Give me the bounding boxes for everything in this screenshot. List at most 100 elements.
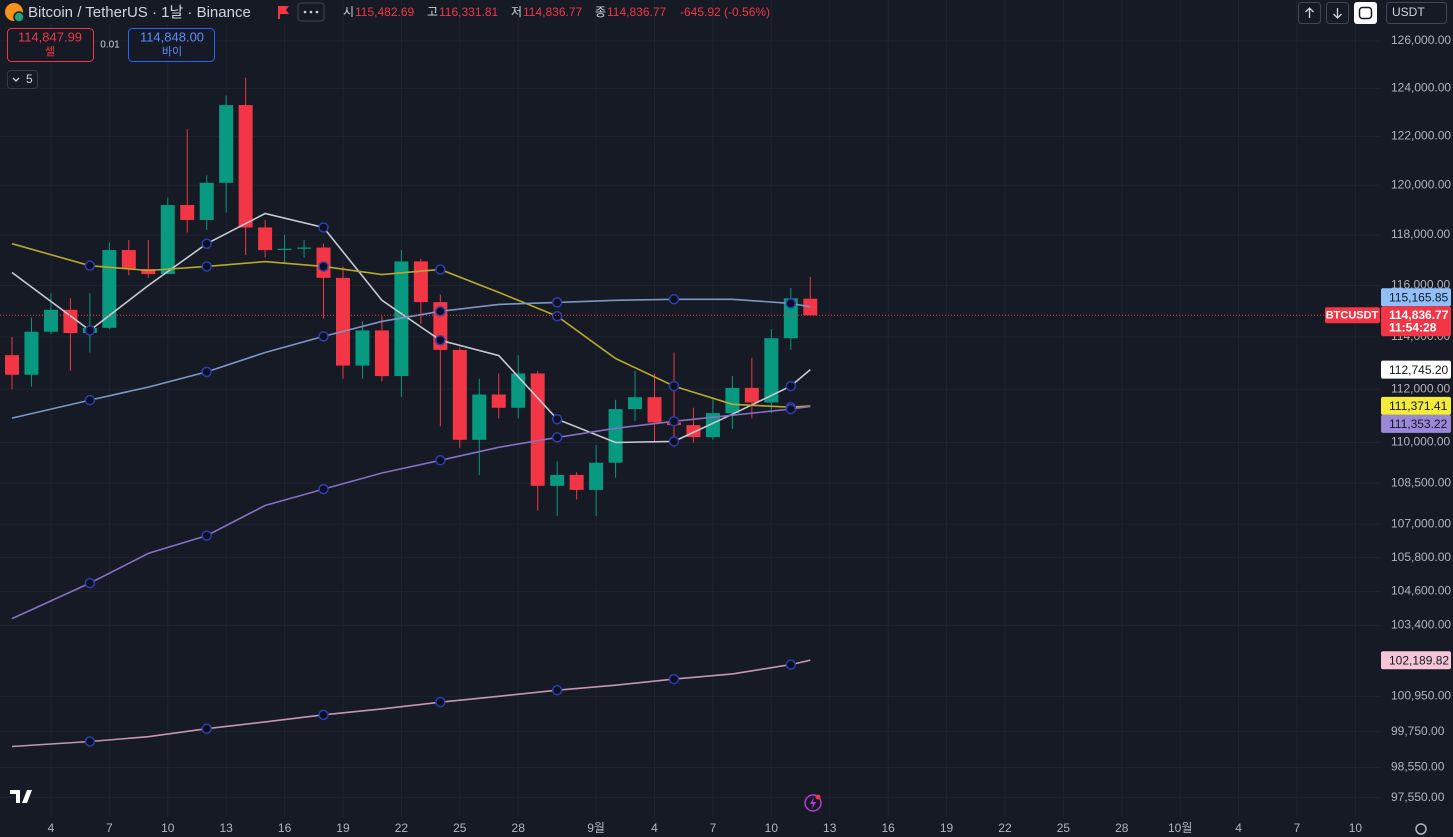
y-tick-label: 99,750.00 <box>1391 724 1445 738</box>
price-tag <box>1381 288 1451 307</box>
candle-body <box>569 474 584 490</box>
ma-marker <box>785 298 797 309</box>
ohlc-value: 114,836.77 <box>523 5 582 19</box>
candle-body <box>238 105 253 228</box>
arrow-up-icon <box>1305 7 1314 18</box>
symbol-tag <box>1325 307 1380 324</box>
ma-marker <box>318 331 329 342</box>
y-tick-label: 104,600.00 <box>1391 583 1451 597</box>
lightning-button[interactable] <box>804 794 822 812</box>
price-tag <box>1381 651 1451 670</box>
arrow-down-icon <box>1333 8 1342 19</box>
x-tick-label: 10 <box>161 821 175 835</box>
x-tick-label: 16 <box>278 821 292 835</box>
candle-body <box>121 250 136 269</box>
candle-body <box>413 261 428 303</box>
x-tick-label: 22 <box>395 821 409 835</box>
fullscreen-button[interactable] <box>1354 2 1377 24</box>
dot <box>315 10 319 14</box>
x-tick-label: 28 <box>1115 821 1129 835</box>
ma-marker <box>435 455 446 466</box>
ma-marker <box>84 577 96 589</box>
price-tag-label: 112,745.20 <box>1389 363 1448 377</box>
flag-icon[interactable] <box>278 6 289 19</box>
candle-body <box>258 227 273 251</box>
x-tick-label: 19 <box>940 821 954 835</box>
coin-icon-quote <box>13 11 25 23</box>
dot <box>303 10 307 14</box>
candle-body <box>491 394 506 408</box>
y-tick-label: 107,000.00 <box>1391 516 1451 530</box>
ma-marker <box>551 310 563 322</box>
x-tick-label: 28 <box>512 821 526 835</box>
ma-marker <box>668 380 680 392</box>
notify-dot <box>815 794 821 800</box>
y-tick-label: 98,550.00 <box>1391 760 1445 774</box>
x-tick-label: 25 <box>453 821 467 835</box>
ohlc-value: 114,836.77 <box>607 5 666 19</box>
ma-marker <box>668 416 680 427</box>
ma-marker <box>201 261 212 272</box>
candle-body <box>608 409 623 463</box>
x-tick-label: 4 <box>1235 821 1242 835</box>
x-tick-label: 7 <box>106 821 113 835</box>
ma-marker <box>668 673 680 685</box>
currency-select[interactable] <box>1386 2 1447 24</box>
ma-marker <box>84 325 96 336</box>
y-tick-label: 103,400.00 <box>1391 618 1451 632</box>
price-tag-label: 111,371.41 <box>1389 399 1448 413</box>
ma-marker <box>201 530 212 541</box>
ma-marker <box>435 306 446 317</box>
x-tick-label: 7 <box>1294 821 1301 835</box>
buy-price: 114,848.00 <box>140 29 204 44</box>
y-tick-label: 97,550.00 <box>1391 790 1445 804</box>
ohlc-label: 저 <box>511 5 522 19</box>
y-tick-label: 110,000.00 <box>1391 435 1450 449</box>
price-tag <box>1381 396 1451 415</box>
y-tick-label: 108,500.00 <box>1391 475 1451 489</box>
candle-body <box>550 474 565 486</box>
candle-body <box>180 205 195 220</box>
x-tick-label: 10 <box>1349 821 1363 835</box>
x-tick-label: 10 <box>765 821 779 835</box>
buy-label: 바이 <box>162 45 182 58</box>
tv-logo[interactable] <box>10 790 32 803</box>
ma-marker <box>668 436 680 447</box>
x-tick-label: 13 <box>219 821 233 835</box>
price-tag <box>1381 360 1451 379</box>
last-price-label: 114,836.77 <box>1389 308 1449 322</box>
candle-body <box>764 338 779 403</box>
ma-marker <box>551 432 563 443</box>
candle-body <box>530 373 545 486</box>
x-tick-label: 7 <box>710 821 717 835</box>
candle-body <box>355 330 370 366</box>
more-button[interactable] <box>297 2 325 22</box>
ohlc-label: 시 <box>343 5 354 19</box>
y-tick-label: 126,000.00 <box>1391 33 1451 47</box>
sell-button[interactable] <box>7 28 94 62</box>
ma-marker <box>84 394 96 406</box>
x-tick-label: 25 <box>1057 821 1071 835</box>
candle-body <box>102 250 117 328</box>
lightning-icon <box>810 797 816 809</box>
last-price-tag <box>1381 306 1451 337</box>
x-tick-label: 9월 <box>587 821 605 835</box>
candle-body <box>725 387 740 414</box>
ma-marker <box>551 684 563 696</box>
ma-marker <box>785 659 797 670</box>
settings-button[interactable] <box>1415 823 1427 835</box>
indicators-toggle[interactable] <box>7 70 38 89</box>
ma-marker <box>84 260 96 271</box>
order-size[interactable]: 0.01 <box>100 40 120 51</box>
buy-button[interactable] <box>128 28 215 62</box>
candle-body <box>803 298 818 316</box>
candle-body <box>219 105 234 183</box>
ma-marker <box>201 366 212 378</box>
ma-marker <box>435 696 446 708</box>
candle-body <box>744 387 759 403</box>
ma-marker <box>84 736 96 747</box>
ma-marker <box>435 335 446 346</box>
x-tick-label: 13 <box>823 821 837 835</box>
symbol-title[interactable]: Bitcoin / TetherUS · 1날 · Binance <box>28 4 251 21</box>
